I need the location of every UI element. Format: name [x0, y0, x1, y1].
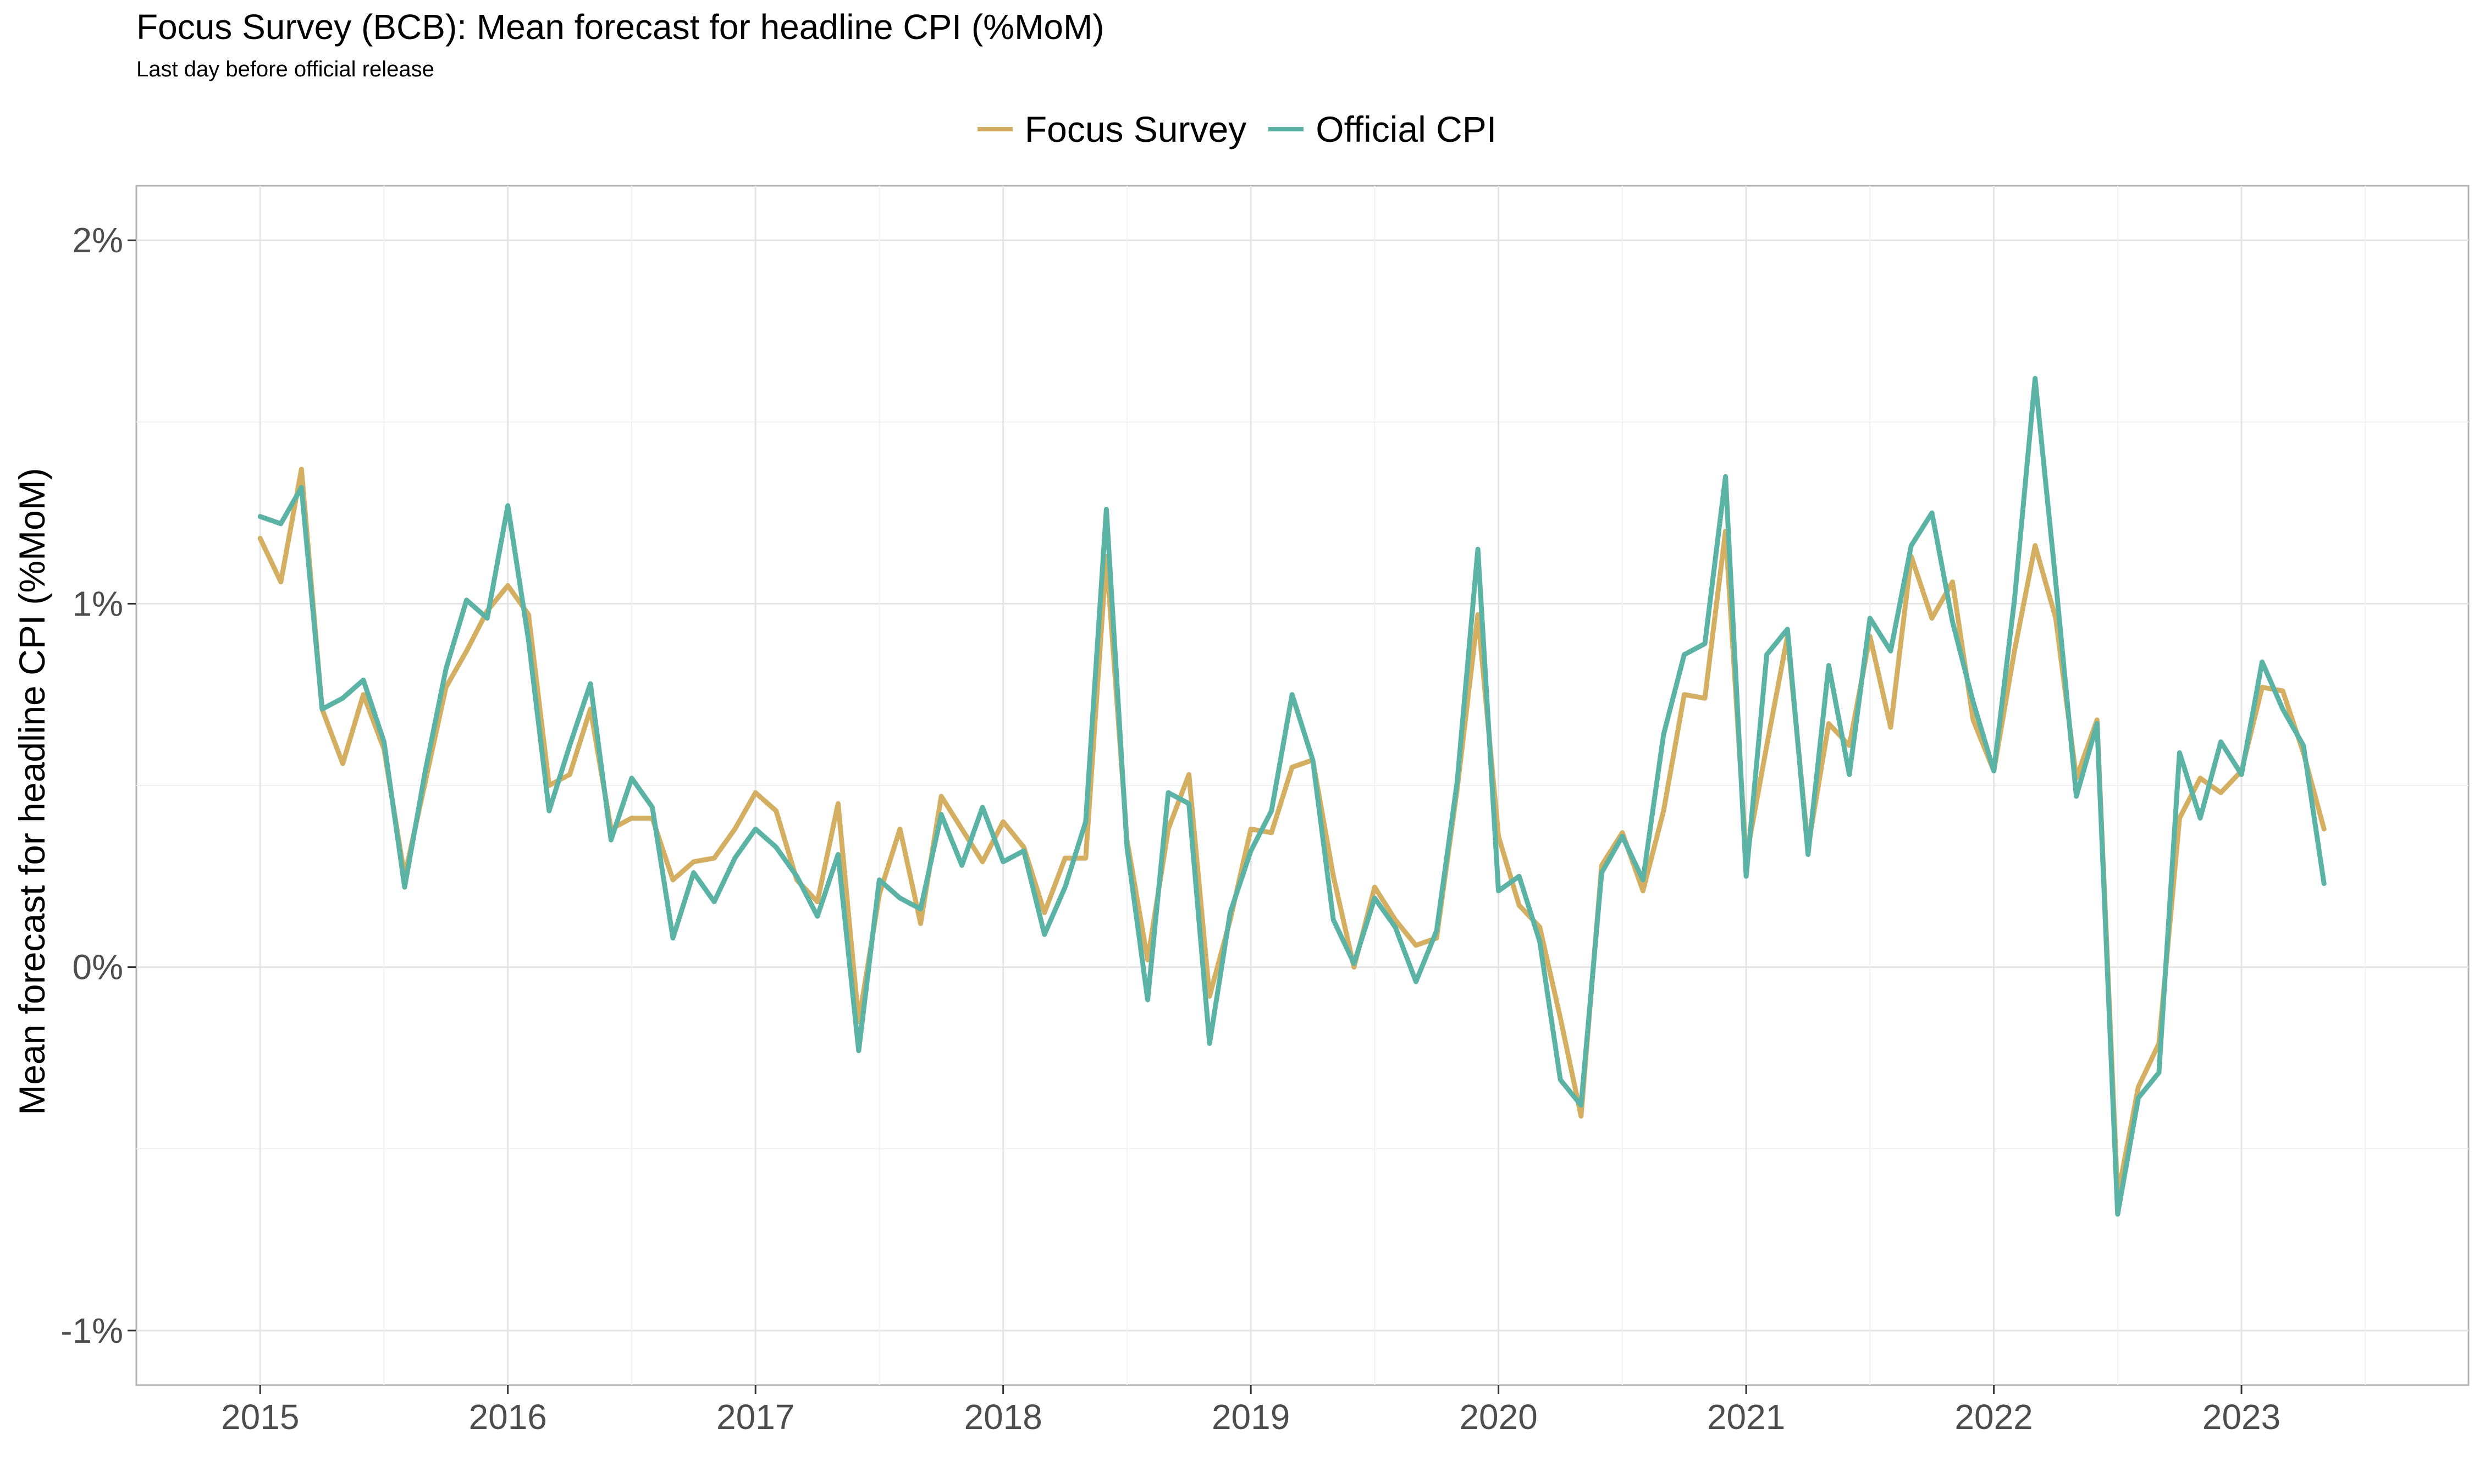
legend: Focus Survey Official CPI: [0, 104, 2474, 154]
legend-label-focus-survey: Focus Survey: [1024, 109, 1247, 149]
legend-entry-official-cpi: Official CPI: [1268, 108, 1496, 150]
legend-key-focus-survey: [977, 127, 1013, 131]
x-tick-label: 2023: [2202, 1397, 2280, 1437]
x-tick-label: 2020: [1459, 1397, 1537, 1437]
chart-title: Focus Survey (BCB): Mean forecast for he…: [136, 7, 1105, 47]
x-tick-label: 2015: [221, 1397, 299, 1437]
x-axis: 2015 2016 2017 2018 2019 2020 2021 2022 2023: [221, 1385, 2280, 1437]
series-layer: [257, 375, 2327, 1217]
legend-label-official-cpi: Official CPI: [1316, 109, 1497, 149]
chart-subtitle: Last day before official release: [136, 57, 434, 81]
y-tick-label: -1%: [60, 1311, 123, 1350]
x-tick-label: 2019: [1212, 1397, 1290, 1437]
y-tick-label: 0%: [73, 948, 124, 987]
x-tick-label: 2016: [469, 1397, 547, 1437]
legend-entry-focus-survey: Focus Survey: [977, 108, 1247, 150]
x-tick-label: 2022: [1954, 1397, 2033, 1437]
grid-layer: [136, 186, 2469, 1385]
y-tick-label: 1%: [73, 584, 124, 623]
x-tick-label: 2017: [716, 1397, 794, 1437]
legend-key-official-cpi: [1268, 127, 1304, 131]
x-tick-label: 2018: [964, 1397, 1042, 1437]
y-axis: -1% 0% 1% 2%: [60, 220, 136, 1350]
series-line-official-cpi: [257, 375, 2327, 1217]
y-tick-label: 2%: [73, 220, 124, 260]
x-tick-label: 2021: [1707, 1397, 1785, 1437]
